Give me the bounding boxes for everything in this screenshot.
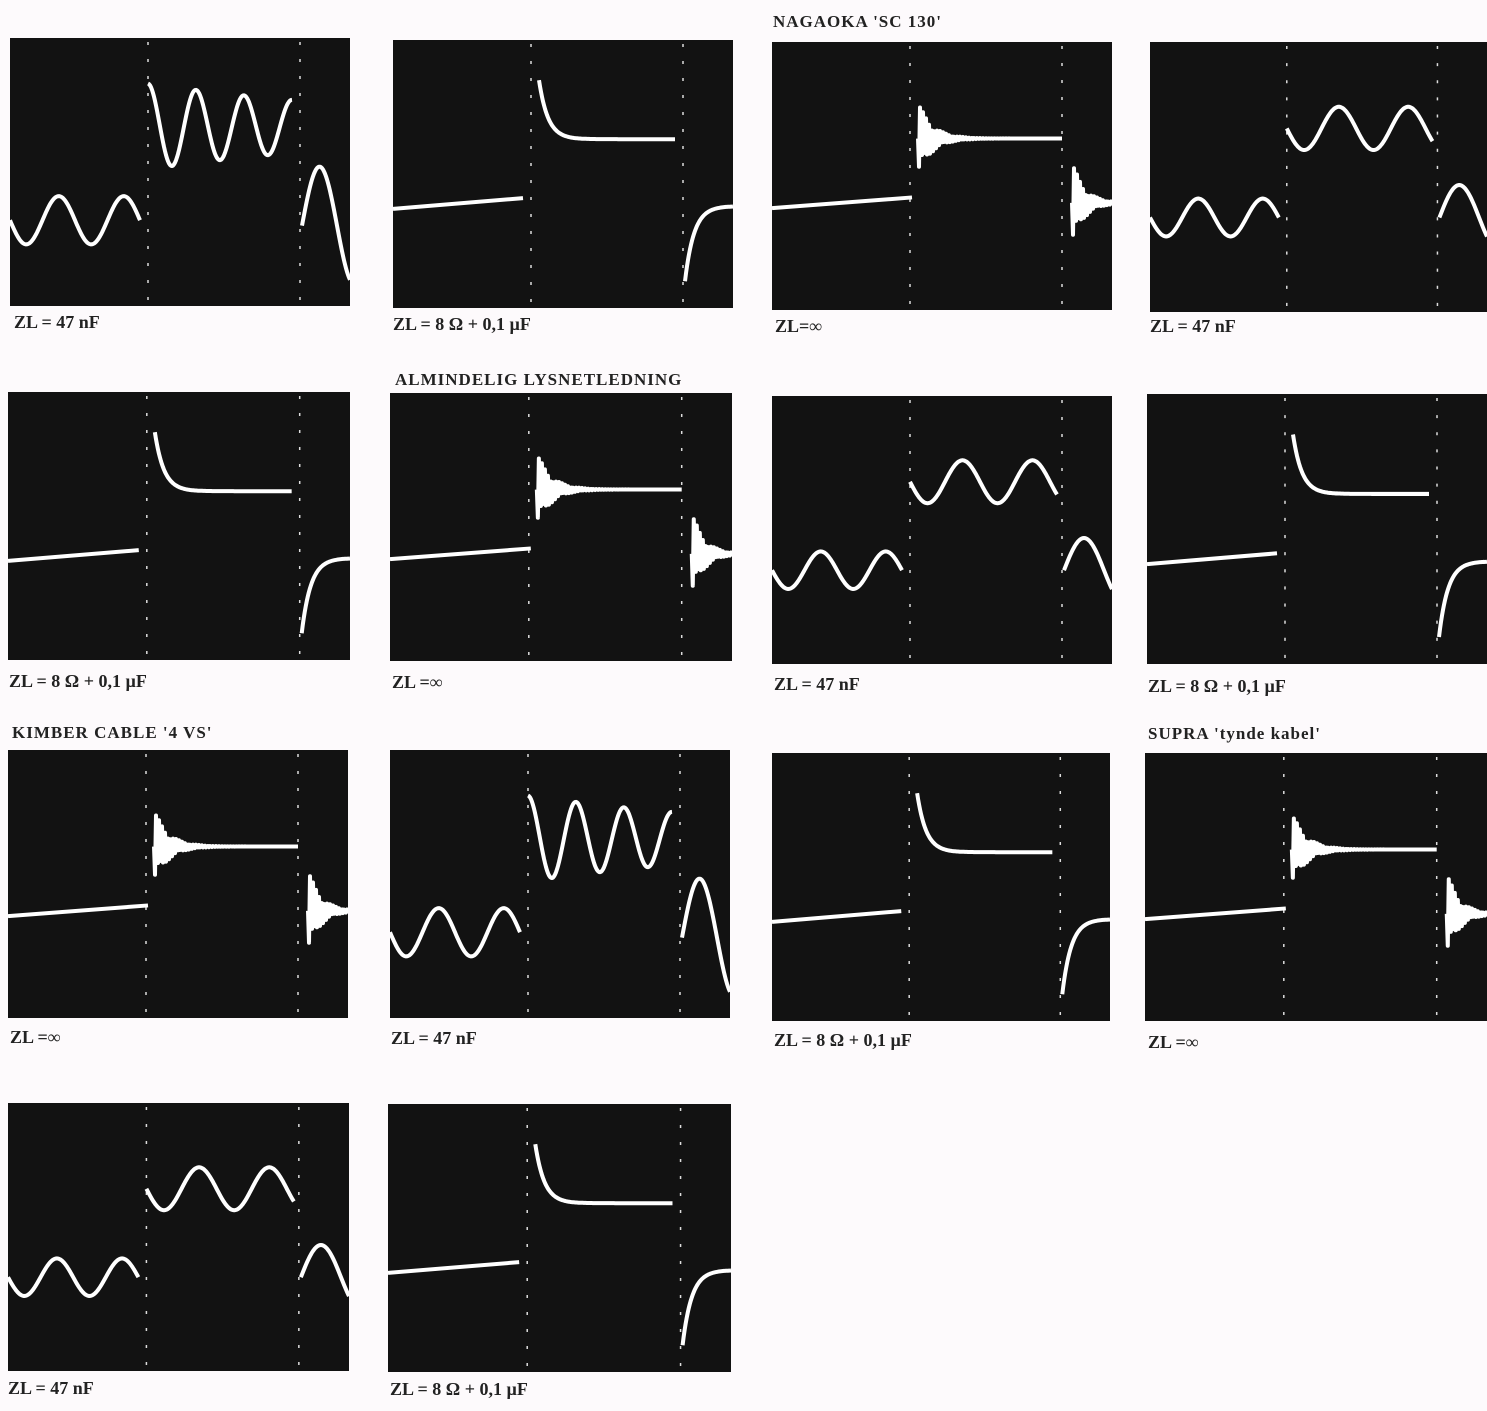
trace-canvas xyxy=(1150,46,1487,308)
trace-canvas xyxy=(1145,757,1487,1017)
trace-canvas xyxy=(390,397,732,657)
oscillogram xyxy=(1145,753,1487,1021)
caption: ZL = 47 nF xyxy=(8,1378,94,1398)
trace-canvas xyxy=(10,42,350,302)
trace-canvas xyxy=(8,754,348,1014)
trace-canvas xyxy=(8,396,350,656)
oscillogram xyxy=(393,40,733,308)
waveform xyxy=(1145,816,1487,948)
trace-canvas xyxy=(393,44,733,304)
oscillogram xyxy=(8,750,348,1018)
waveform xyxy=(772,105,1112,237)
caption: ZL = 8 Ω + 0,1 µF xyxy=(393,314,531,334)
waveform xyxy=(390,793,730,993)
oscillogram xyxy=(1150,42,1487,312)
trace-canvas xyxy=(1147,398,1487,660)
waveform xyxy=(772,458,1112,591)
cable-heading: KIMBER CABLE '4 VS' xyxy=(12,723,213,742)
caption: ZL = 47 nF xyxy=(14,312,100,332)
caption: ZL = 47 nF xyxy=(774,674,860,694)
waveform xyxy=(1147,434,1487,638)
waveform xyxy=(8,813,348,945)
waveform xyxy=(390,456,732,588)
trace-canvas xyxy=(772,757,1110,1017)
cable-heading: NAGAOKA 'SC 130' xyxy=(773,12,943,31)
waveform xyxy=(388,1143,731,1346)
caption: ZL = 47 nF xyxy=(1150,316,1236,336)
caption: ZL = 8 Ω + 0,1 µF xyxy=(1148,676,1286,696)
caption: ZL = 8 Ω + 0,1 µF xyxy=(390,1379,528,1399)
caption: ZL=∞ xyxy=(775,316,823,336)
caption: ZL = 47 nF xyxy=(391,1028,477,1048)
trace-canvas xyxy=(388,1108,731,1368)
oscillogram xyxy=(772,396,1112,664)
caption: ZL = 8 Ω + 0,1 µF xyxy=(774,1030,912,1050)
waveform xyxy=(8,431,350,634)
waveform xyxy=(1150,104,1487,239)
oscillogram xyxy=(772,42,1112,310)
caption: ZL =∞ xyxy=(392,672,443,692)
oscillogram xyxy=(772,753,1110,1021)
trace-canvas xyxy=(8,1107,349,1367)
waveform xyxy=(772,792,1110,995)
oscillogram xyxy=(390,393,732,661)
cable-heading: ALMINDELIG LYSNETLEDNING xyxy=(395,370,683,389)
waveform xyxy=(8,1165,349,1298)
trace-canvas xyxy=(772,46,1112,306)
trace-canvas xyxy=(772,400,1112,660)
trace-canvas xyxy=(390,754,730,1014)
oscillogram xyxy=(8,392,350,660)
oscillogram xyxy=(10,38,350,306)
oscillogram xyxy=(1147,394,1487,664)
caption: ZL =∞ xyxy=(1148,1032,1199,1052)
oscillogram xyxy=(388,1104,731,1372)
caption: ZL = 8 Ω + 0,1 µF xyxy=(9,671,147,691)
cable-heading: SUPRA 'tynde kabel' xyxy=(1148,724,1321,743)
waveform xyxy=(10,81,350,281)
oscillogram xyxy=(390,750,730,1018)
waveform xyxy=(393,79,733,282)
oscillogram xyxy=(8,1103,349,1371)
caption: ZL =∞ xyxy=(10,1027,61,1047)
